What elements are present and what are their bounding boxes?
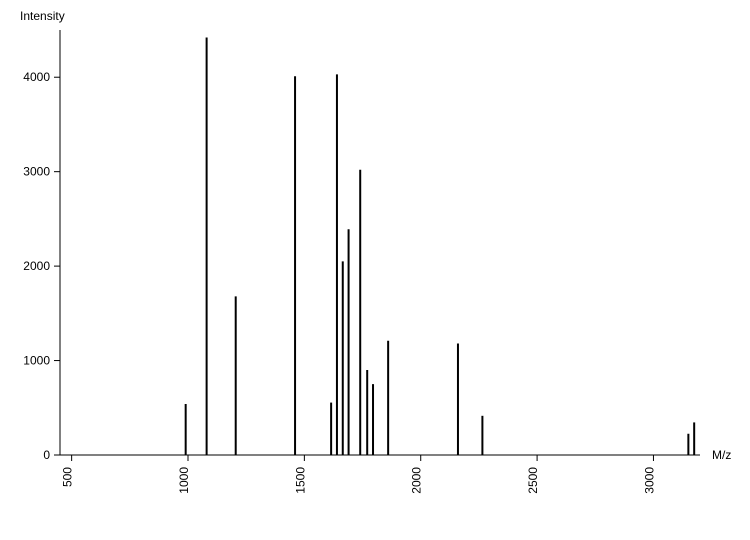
x-tick-label: 2000: [410, 467, 424, 494]
mass-spectrum-chart: 0 1000 2000 3000 4000 500 1000 1500 2000 2500 3000…: [0, 0, 750, 540]
x-axis-label: M/z: [712, 448, 731, 462]
x-tick-label: 3000: [642, 467, 656, 494]
y-tick-label: 3000: [23, 165, 50, 179]
x-tick-label: 1000: [177, 467, 191, 494]
x-tick-label: 500: [61, 467, 75, 487]
y-tick-label: 0: [43, 448, 50, 462]
x-tick-label: 2500: [526, 467, 540, 494]
y-tick-label: 4000: [23, 70, 50, 84]
x-tick-label: 1500: [293, 467, 307, 494]
y-axis-label: Intensity: [20, 9, 65, 23]
y-tick-label: 1000: [23, 354, 50, 368]
y-tick-label: 2000: [23, 259, 50, 273]
